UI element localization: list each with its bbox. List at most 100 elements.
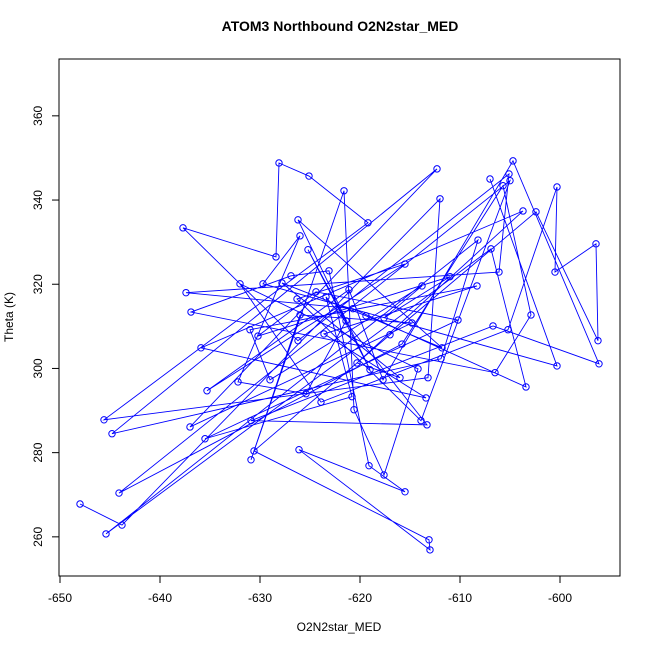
data-point — [302, 390, 310, 398]
data-point — [76, 500, 84, 508]
data-point — [594, 336, 602, 345]
data-point — [474, 236, 482, 244]
y-tick-label: 260 — [31, 527, 45, 547]
data-point — [254, 332, 262, 340]
data-point — [418, 282, 426, 290]
y-tick-label: 320 — [31, 274, 45, 294]
data-point — [426, 546, 434, 554]
y-tick-label: 300 — [31, 358, 45, 378]
data-point — [365, 461, 373, 470]
data-point — [366, 366, 374, 374]
data-point — [187, 308, 195, 316]
data-point — [433, 165, 441, 173]
data-point — [553, 362, 561, 370]
data-point — [100, 416, 108, 424]
data-point — [380, 314, 388, 322]
data-point — [495, 268, 503, 276]
data-point — [592, 240, 600, 248]
data-point — [345, 286, 353, 294]
data-point — [295, 445, 303, 454]
data-point — [401, 260, 409, 268]
data-point — [317, 398, 325, 406]
data-point — [422, 394, 430, 402]
data-point — [118, 521, 126, 529]
data-point — [247, 456, 255, 464]
data-point — [179, 224, 187, 232]
data-point — [353, 359, 361, 367]
data-point — [362, 312, 370, 320]
data-point — [522, 383, 530, 391]
data-point — [266, 376, 274, 384]
data-point — [380, 471, 388, 479]
data-point — [278, 279, 286, 287]
data-point — [247, 416, 255, 425]
data-point — [259, 280, 267, 288]
data-point — [424, 374, 432, 382]
data-point — [272, 253, 280, 261]
data-point — [499, 182, 507, 190]
data-point — [553, 183, 561, 191]
data-point — [203, 387, 211, 395]
data-point — [401, 488, 409, 496]
data-point — [325, 267, 333, 275]
data-point — [519, 207, 527, 215]
data-point — [236, 280, 244, 288]
data-point — [454, 316, 462, 324]
data-point — [348, 392, 356, 401]
data-point — [551, 268, 559, 276]
data-point — [108, 429, 116, 438]
data-point — [504, 326, 512, 334]
data-point — [398, 340, 406, 348]
data-point — [350, 406, 358, 414]
data-point — [275, 159, 283, 167]
y-tick-label: 360 — [31, 106, 45, 126]
data-point — [246, 326, 254, 334]
data-point — [250, 447, 258, 455]
data-point — [304, 246, 312, 254]
data-point — [322, 293, 330, 301]
data-point — [486, 175, 494, 183]
x-tick-label: -610 — [448, 591, 472, 605]
data-point — [509, 157, 517, 165]
y-tick-label: 280 — [31, 442, 45, 462]
data-point — [414, 365, 422, 373]
data-point — [197, 344, 205, 352]
data-point — [293, 295, 301, 303]
data-point — [417, 416, 425, 425]
data-point — [423, 421, 431, 429]
data-point — [436, 195, 444, 203]
data-point — [296, 232, 304, 240]
data-point — [287, 272, 295, 280]
x-tick-label: -630 — [248, 591, 272, 605]
data-point — [446, 272, 454, 281]
data-point — [115, 489, 123, 497]
data-point — [312, 288, 320, 296]
data-point — [396, 374, 404, 382]
data-point — [201, 435, 209, 443]
data-point — [340, 187, 348, 195]
data-point — [386, 331, 394, 339]
x-tick-label: -620 — [348, 591, 372, 605]
data-point — [438, 344, 446, 352]
x-tick-label: -600 — [548, 591, 572, 605]
y-axis-label: Theta (K) — [2, 292, 16, 342]
data-point — [473, 282, 481, 290]
data-point — [186, 423, 194, 431]
data-point — [349, 304, 357, 313]
data-point — [532, 208, 540, 216]
data-point — [527, 311, 535, 319]
data-point — [102, 530, 110, 538]
data-point — [364, 219, 372, 227]
data-point — [294, 336, 302, 345]
data-point — [296, 311, 304, 319]
data-point — [425, 536, 433, 544]
data-point — [489, 322, 497, 330]
data-point — [506, 176, 514, 185]
data-point — [408, 319, 416, 327]
data-point — [437, 355, 445, 363]
data-point — [320, 330, 328, 338]
data-point — [305, 172, 313, 180]
x-tick-label: -640 — [148, 591, 172, 605]
y-tick-label: 340 — [31, 190, 45, 210]
